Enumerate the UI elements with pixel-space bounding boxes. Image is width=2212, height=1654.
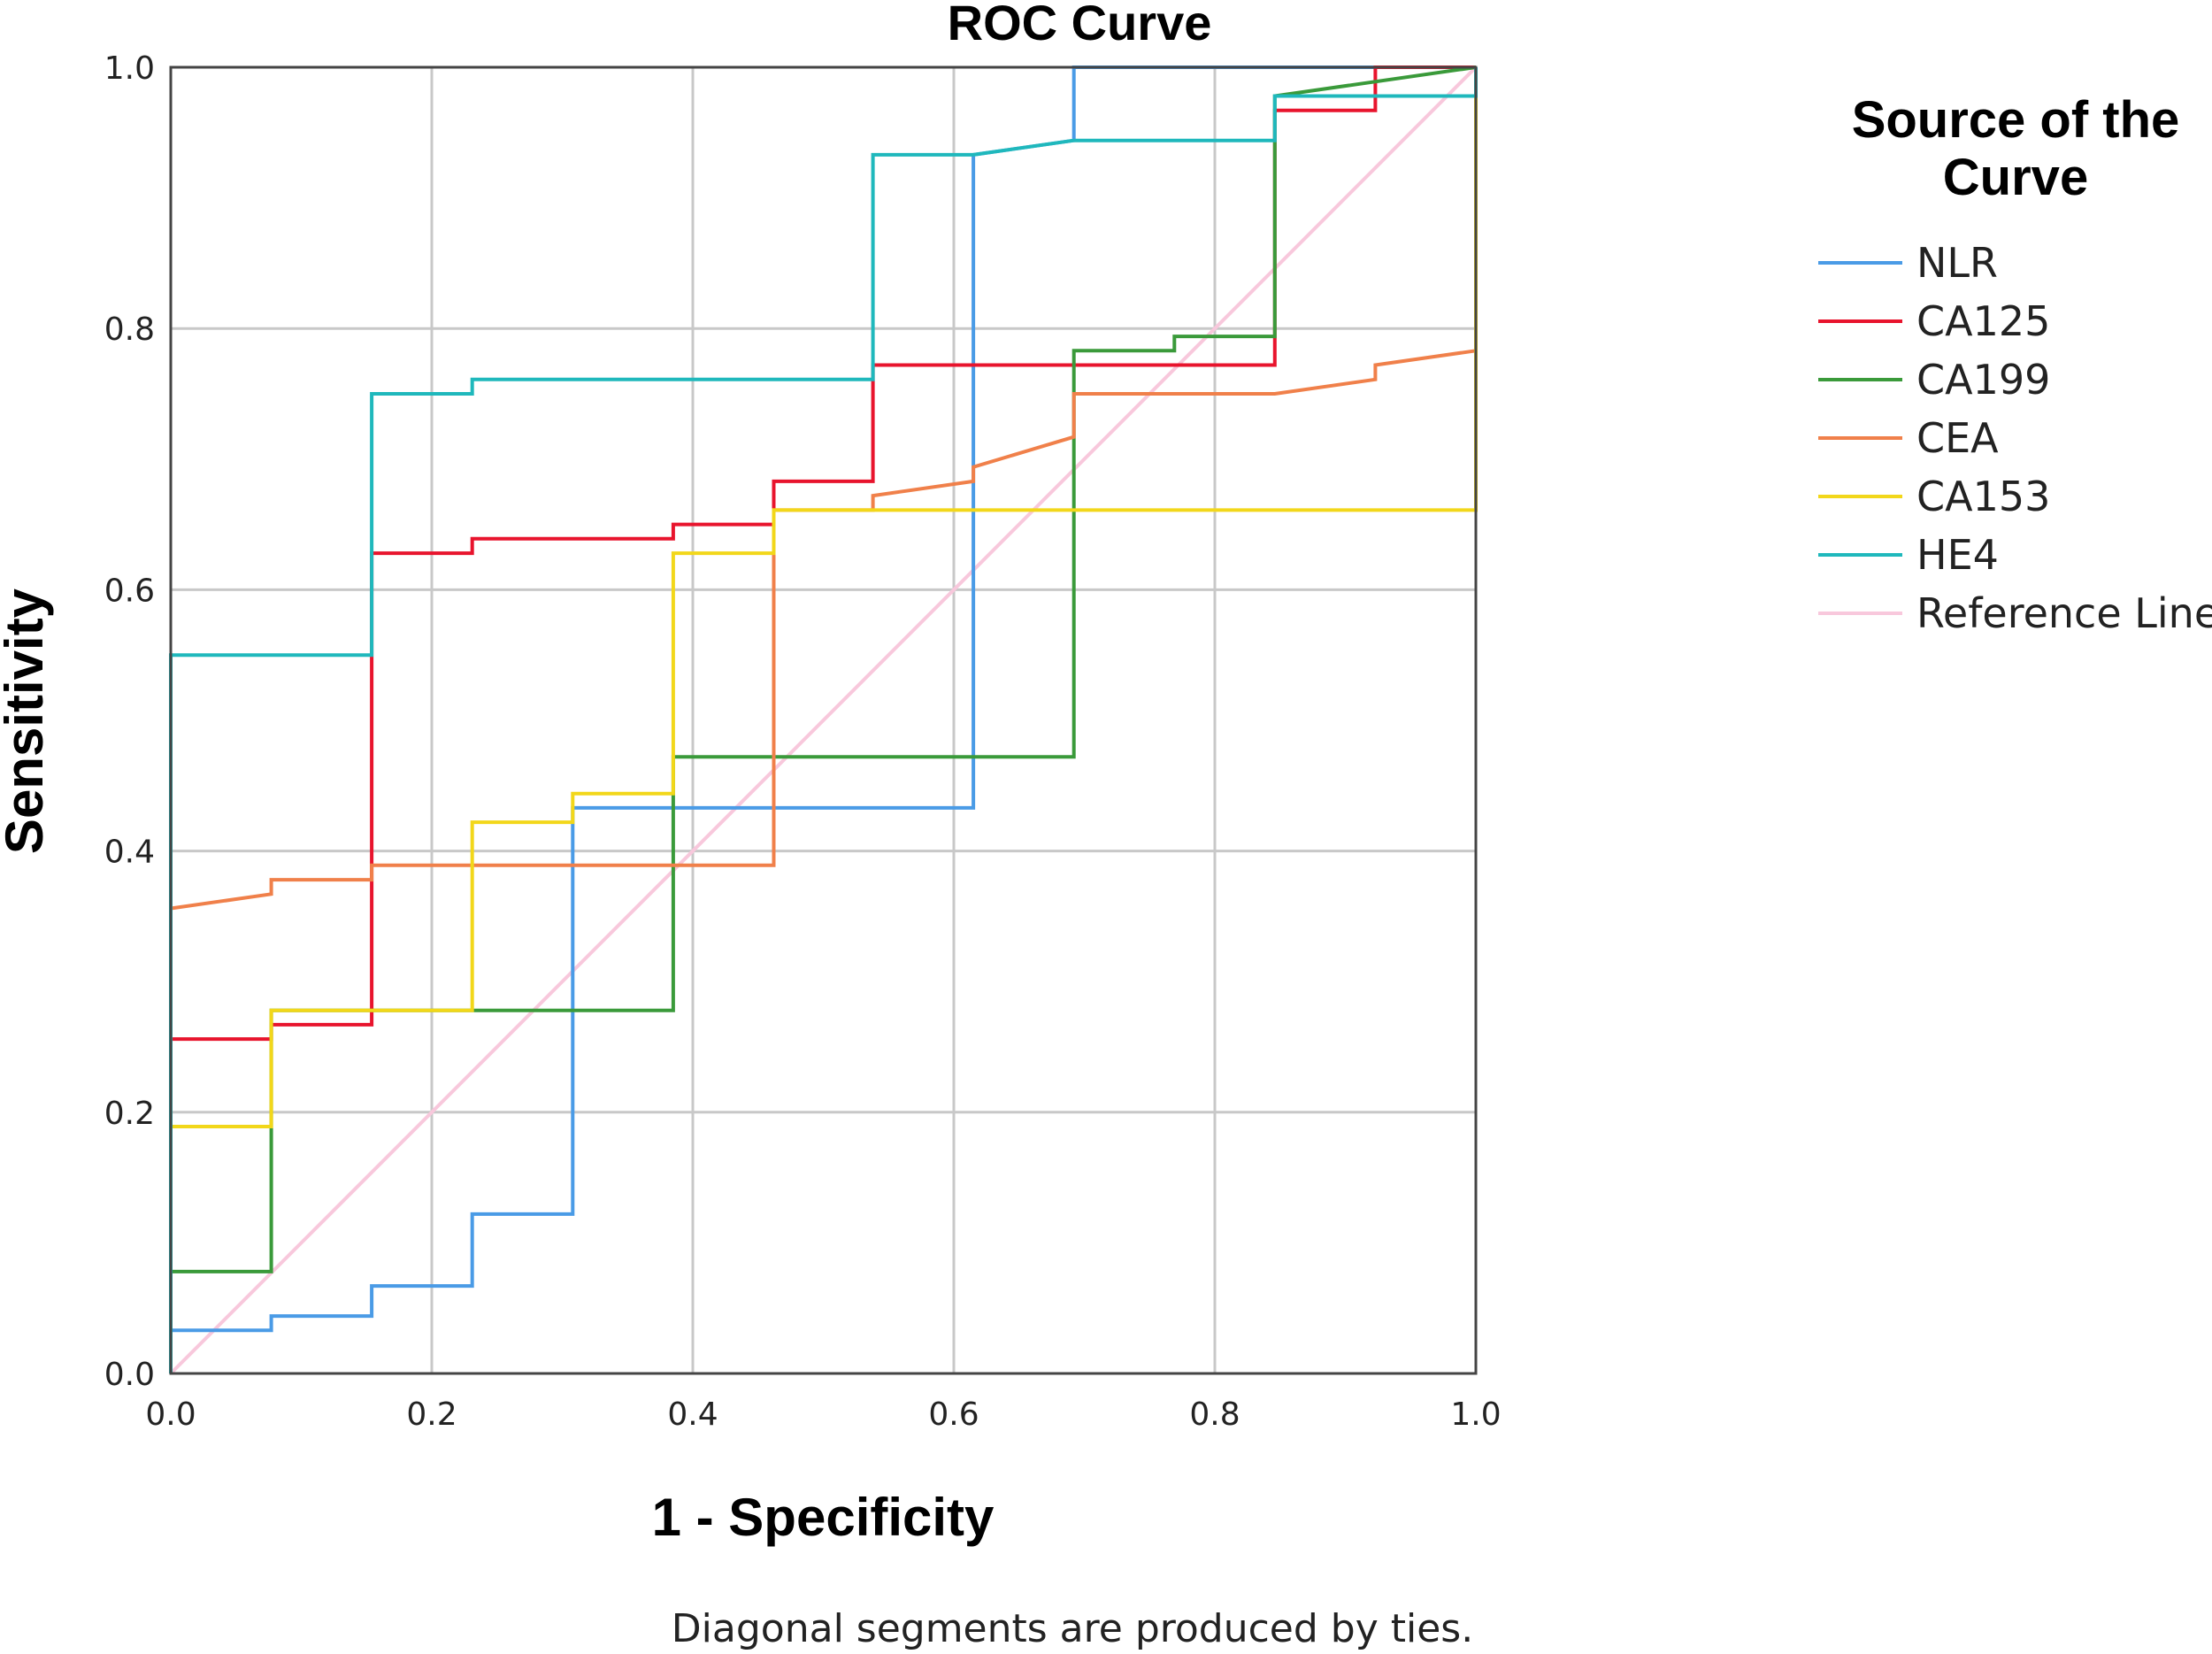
y-axis-ticks: 0.0 0.2 0.4 0.6 0.8 1.0 xyxy=(104,50,155,1393)
y-tick-label: 0.0 xyxy=(104,1357,155,1393)
series-layer xyxy=(169,65,1478,1373)
legend-title-line-1: Source of the xyxy=(1852,91,2180,149)
legend-item-ca153: CA153 xyxy=(1818,473,2050,520)
legend-label: HE4 xyxy=(1916,531,1999,579)
series-line-reference-line xyxy=(169,65,1478,1375)
legend-label: CA125 xyxy=(1916,297,2050,345)
legend-label: CA199 xyxy=(1916,356,2050,404)
legend-item-ca125: CA125 xyxy=(1818,297,2050,345)
y-tick-label: 0.6 xyxy=(104,573,155,609)
legend: Source of the Curve NLR CA125 CA199 CEA CA15… xyxy=(1818,91,2212,637)
x-axis-title: 1 - Specificity xyxy=(652,1488,995,1547)
legend-item-nlr: NLR xyxy=(1818,239,1998,287)
legend-item-cea: CEA xyxy=(1818,414,1999,462)
series-line-ca199 xyxy=(169,65,1477,1373)
series-line-ca153 xyxy=(169,67,1478,1373)
legend-label: CA153 xyxy=(1916,473,2050,520)
x-tick-label: 0.6 xyxy=(928,1396,979,1433)
y-tick-label: 0.2 xyxy=(104,1096,155,1132)
reference-layer xyxy=(169,65,1478,1375)
legend-item-he4: HE4 xyxy=(1818,531,1999,579)
y-tick-label: 0.4 xyxy=(104,835,155,871)
x-tick-label: 0.0 xyxy=(145,1396,196,1433)
legend-item-reference-line: Reference Line xyxy=(1818,589,2212,637)
x-axis-ticks: 0.0 0.2 0.4 0.6 0.8 1.0 xyxy=(145,1396,1501,1433)
legend-title-line-2: Curve xyxy=(1943,149,2088,206)
x-tick-label: 1.0 xyxy=(1450,1396,1501,1433)
chart-title: ROC Curve xyxy=(948,0,1212,50)
legend-label: Reference Line xyxy=(1916,589,2212,637)
x-tick-label: 0.2 xyxy=(406,1396,457,1433)
grid xyxy=(171,67,1476,1373)
footnote: Diagonal segments are produced by ties. xyxy=(672,1606,1473,1651)
series-line-cea xyxy=(169,349,1477,1373)
legend-label: CEA xyxy=(1916,414,1999,462)
plot-frame xyxy=(169,65,1478,1375)
y-tick-label: 1.0 xyxy=(104,50,155,87)
legend-label: NLR xyxy=(1916,239,1998,287)
y-axis-title: Sensitivity xyxy=(0,588,54,854)
x-tick-label: 0.4 xyxy=(667,1396,718,1433)
x-tick-label: 0.8 xyxy=(1189,1396,1240,1433)
legend-item-ca199: CA199 xyxy=(1818,356,2050,404)
y-tick-label: 0.8 xyxy=(104,312,155,348)
series-line-he4 xyxy=(169,67,1478,1373)
legend-items: NLR CA125 CA199 CEA CA153 HE4 Reference Line xyxy=(1818,239,2212,637)
